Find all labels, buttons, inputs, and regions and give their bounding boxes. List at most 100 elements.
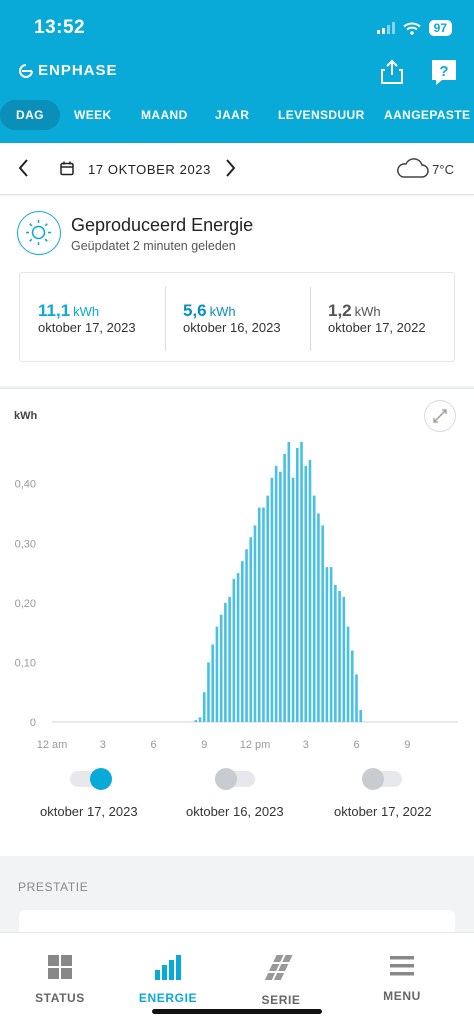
calendar-icon[interactable] bbox=[60, 161, 74, 176]
chevron-right-icon[interactable] bbox=[220, 157, 240, 179]
enphase-logo-icon bbox=[19, 63, 33, 78]
panels-icon bbox=[264, 955, 293, 980]
divider bbox=[310, 287, 311, 351]
period-tabs: DAG WEEK MAAND JAAR LEVENSDUUR AANGEPAST… bbox=[0, 100, 474, 130]
chart-bar bbox=[291, 477, 295, 722]
home-indicator bbox=[152, 1009, 322, 1014]
stat-today: 11,1 kWh oktober 17, 2023 bbox=[20, 273, 165, 363]
stat-unit: kWh bbox=[73, 304, 100, 319]
stat-number: 11,1 bbox=[38, 301, 71, 320]
toggle-knob bbox=[215, 768, 237, 790]
chart-bar bbox=[249, 537, 253, 722]
chart-bar bbox=[262, 507, 265, 722]
toggle-knob bbox=[362, 768, 384, 790]
selected-date[interactable]: 17 OKTOBER 2023 bbox=[88, 162, 211, 177]
stat-unit: kWh bbox=[354, 304, 381, 319]
bars-icon bbox=[155, 955, 181, 980]
chart-bar bbox=[211, 644, 215, 722]
sun-icon bbox=[26, 220, 51, 245]
chart-bar bbox=[266, 495, 269, 722]
stat-value: 5,6 kWh bbox=[183, 301, 236, 321]
chart-bar bbox=[228, 596, 231, 722]
nav-menu[interactable]: MENU bbox=[357, 954, 447, 1003]
chart-bar bbox=[338, 590, 341, 722]
chart-bar bbox=[329, 567, 333, 722]
toggle-label: oktober 16, 2023 bbox=[186, 804, 284, 819]
card-title: Geproduceerd Energie bbox=[71, 215, 254, 235]
chart-bar bbox=[232, 579, 236, 722]
chart-bar bbox=[202, 692, 206, 722]
sun-icon-badge bbox=[17, 211, 61, 255]
chart-bar bbox=[317, 513, 320, 722]
stat-date: oktober 17, 2023 bbox=[38, 320, 136, 335]
y-tick-label: 0,30 bbox=[15, 538, 36, 550]
expand-chart-button[interactable] bbox=[424, 400, 456, 432]
energy-chart: kWh 0 0,10 0,20 0,30 0,40 12 am 3 6 9 12 pm 3 6 9 bbox=[14, 410, 458, 751]
toggle-label: oktober 17, 2023 bbox=[40, 804, 138, 819]
divider bbox=[165, 287, 166, 351]
x-tick-label: 3 bbox=[100, 739, 106, 751]
y-tick-label: 0 bbox=[30, 717, 36, 729]
x-tick-label: 12 pm bbox=[240, 739, 271, 751]
chart-bar bbox=[274, 465, 278, 722]
nav-label: ENERGIE bbox=[138, 991, 198, 1005]
temperature: 7°C bbox=[432, 162, 454, 177]
chart-bar bbox=[346, 626, 350, 722]
x-tick-label: 6 bbox=[353, 739, 359, 751]
brand-logo: ENPHASE bbox=[18, 62, 118, 79]
expand-icon bbox=[433, 409, 447, 423]
stat-value: 11,1 kWh bbox=[38, 301, 99, 321]
stat-value: 1,2 kWh bbox=[328, 301, 381, 321]
tab-levensduur[interactable]: LEVENSDUUR bbox=[278, 108, 365, 122]
tab-aangepaste[interactable]: AANGEPASTE bbox=[384, 108, 471, 122]
chart-bar bbox=[215, 626, 219, 722]
chart-bar bbox=[219, 614, 223, 722]
stat-unit: kWh bbox=[209, 304, 236, 319]
chart-bar bbox=[253, 525, 257, 722]
chart-bar bbox=[224, 602, 227, 722]
stat-number: 5,6 bbox=[183, 301, 207, 320]
chart-bar bbox=[245, 549, 248, 722]
x-tick-label: 9 bbox=[201, 739, 207, 751]
chart-bar bbox=[350, 650, 354, 722]
chart-bar bbox=[279, 471, 282, 722]
help-icon[interactable]: ? bbox=[430, 58, 458, 86]
chart-bar bbox=[270, 477, 274, 722]
chart-bar bbox=[207, 662, 210, 722]
y-axis-label: kWh bbox=[14, 410, 38, 422]
x-tick-label: 9 bbox=[404, 739, 410, 751]
chart-bar bbox=[236, 573, 240, 722]
brand-name: ENPHASE bbox=[38, 62, 118, 79]
chart-bar bbox=[334, 584, 337, 722]
x-tick-label: 3 bbox=[303, 739, 309, 751]
y-tick-label: 0,40 bbox=[15, 479, 36, 491]
chart-bar bbox=[355, 674, 358, 722]
x-tick-label: 12 am bbox=[37, 739, 68, 751]
stat-yesterday: 5,6 kWh oktober 16, 2023 bbox=[165, 273, 310, 363]
nav-status[interactable]: STATUS bbox=[15, 954, 105, 1005]
chart-bar bbox=[321, 525, 324, 722]
chart-bar bbox=[283, 453, 286, 722]
toggle-knob bbox=[90, 768, 112, 790]
chart-bar bbox=[359, 710, 363, 722]
cloud-icon bbox=[397, 158, 429, 178]
chevron-left-icon[interactable] bbox=[14, 157, 34, 179]
performance-title: PRESTATIE bbox=[18, 880, 89, 894]
date-bar: 17 OKTOBER 2023 7°C bbox=[0, 143, 474, 195]
chart-bar bbox=[308, 459, 312, 722]
chart-bar bbox=[194, 720, 198, 722]
grid-icon bbox=[48, 955, 72, 979]
tab-dag[interactable]: DAG bbox=[0, 100, 60, 130]
nav-serie[interactable]: SERIE bbox=[236, 954, 326, 1007]
svg-text:?: ? bbox=[439, 63, 448, 80]
stat-last-year: 1,2 kWh oktober 17, 2022 bbox=[310, 273, 455, 363]
tab-week[interactable]: WEEK bbox=[74, 108, 112, 122]
nav-label: MENU bbox=[383, 989, 421, 1003]
stat-date: oktober 16, 2023 bbox=[183, 320, 281, 335]
share-icon[interactable] bbox=[378, 58, 406, 86]
chart-bar bbox=[198, 717, 202, 722]
tab-jaar[interactable]: JAAR bbox=[215, 108, 250, 122]
status-time: 13:52 bbox=[34, 17, 86, 38]
tab-maand[interactable]: MAAND bbox=[141, 108, 188, 122]
nav-energie[interactable]: ENERGIE bbox=[123, 954, 213, 1005]
